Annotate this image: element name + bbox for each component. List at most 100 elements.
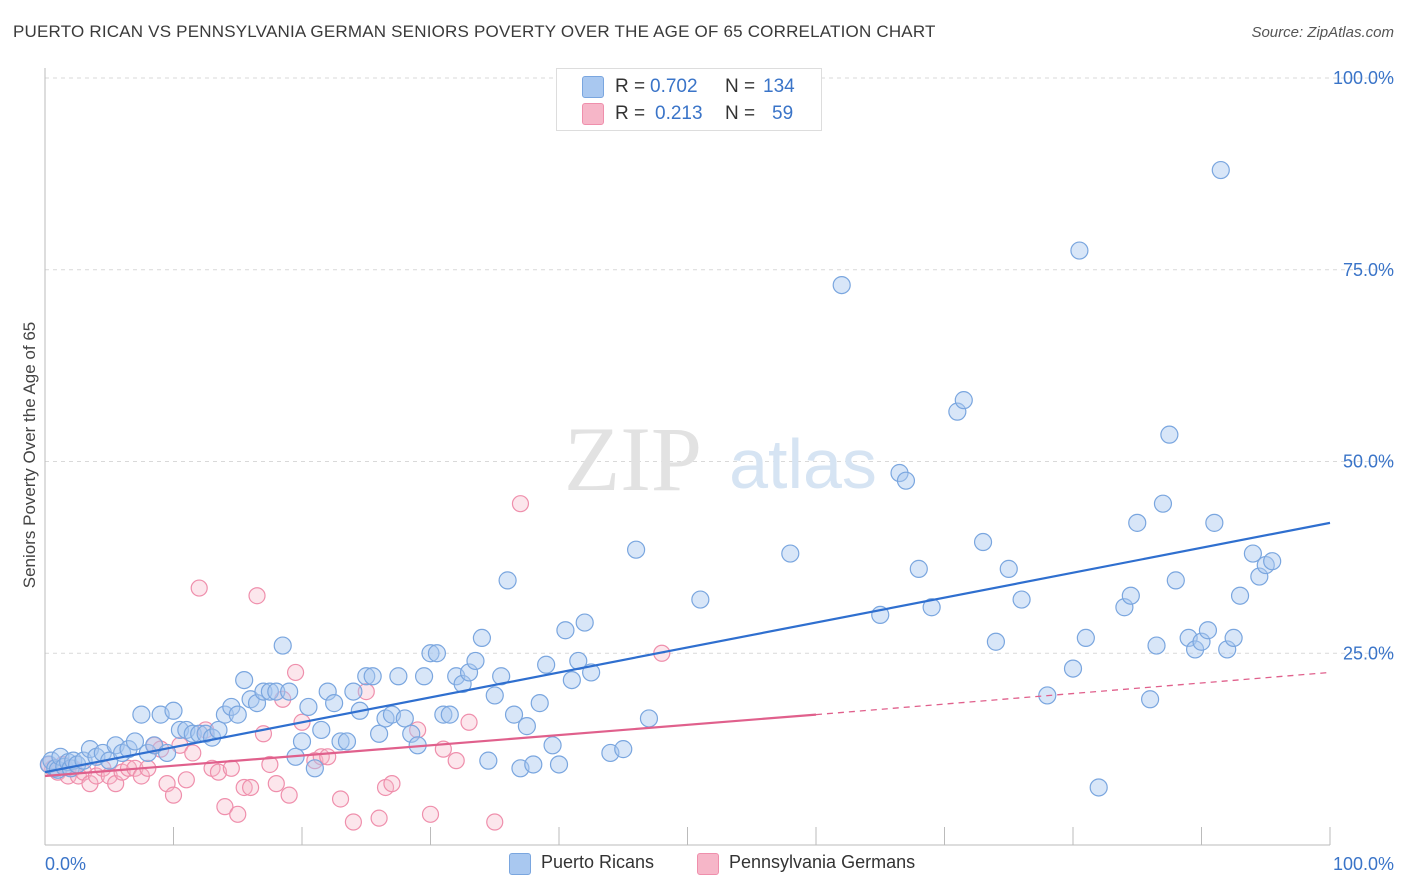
grid-lines [45,77,1395,654]
pa-germans-point [447,752,465,770]
pa-germans-point [242,778,260,797]
puerto-ricans-point [909,559,928,578]
legend-r-label: R = [615,76,646,97]
puerto-ricans-point [325,694,344,713]
puerto-ricans-point [614,740,633,759]
puerto-ricans-point [228,705,247,724]
bottom-legend-swatch-blue [509,853,531,875]
bottom-legend-label: Puerto Ricans [541,852,655,872]
bottom-legend-label: Pennsylvania Germans [729,852,916,872]
puerto-ricans-point [537,655,556,674]
puerto-ricans-point [267,682,286,701]
puerto-ricans-point [562,670,581,690]
pa-germans-point [229,805,247,823]
bottom-legend-swatch-pink [697,853,719,875]
puerto-ricans-point [1153,494,1173,513]
puerto-ricans-point [1166,571,1185,590]
puerto-ricans-point [1192,632,1211,651]
puerto-ricans-point [954,391,973,410]
puerto-ricans-point [312,720,331,740]
puerto-ricans-point [472,628,491,648]
puerto-ricans-point [922,598,941,617]
pa-germans-point [235,778,253,797]
puerto-ricans-point [466,651,485,671]
pa-germans-point [486,813,504,831]
puerto-ricans-point [1076,628,1095,648]
puerto-ricans-point [344,682,363,701]
y-tick-label: 75.0% [1343,260,1394,280]
puerto-ricans-point [414,667,434,686]
legend-swatch-pink [582,103,604,125]
pa-germans-point [261,755,279,774]
puerto-ricans-point [1160,425,1179,444]
legend-n-value: 59 [772,103,794,124]
legend-n-label: N = [725,76,756,97]
puerto-ricans-point [1115,598,1134,617]
puerto-ricans-point [781,544,800,563]
axes [44,68,1331,846]
puerto-ricans-point [1198,621,1218,640]
puerto-ricans-point [440,705,459,724]
puerto-ricans-point [479,751,498,770]
puerto-ricans-point [273,636,292,655]
puerto-ricans-point [1012,590,1031,609]
puerto-ricans-point [331,732,350,751]
y-tick-label: 25.0% [1343,643,1394,663]
puerto-ricans-point [1140,690,1160,709]
pa-germans-point [222,759,240,777]
y-tick-label: 100.0% [1333,68,1394,88]
puerto-ricans-point [832,275,851,295]
puerto-ricans-point [132,705,151,724]
pa-germans-point [184,744,202,762]
pa-germans-trend-extension [815,671,1331,716]
x-tick-label: 100.0% [1333,854,1394,874]
puerto-ricans-point [357,667,376,686]
puerto-ricans-point [299,697,318,717]
puerto-ricans-point [389,667,408,686]
puerto-ricans-point [626,540,646,559]
puerto-ricans-points [39,160,1282,797]
zipatlas-watermark: ZIP atlas [564,408,877,510]
puerto-ricans-point [292,732,312,751]
puerto-ricans-point [209,720,228,740]
puerto-ricans-point [235,670,254,690]
puerto-ricans-point [402,724,421,743]
source-label: Source: ZipAtlas.com [1251,24,1394,41]
puerto-ricans-point [948,402,967,421]
puerto-ricans-point [485,686,504,705]
pa-germans-point [190,579,208,597]
pa-germans-point [267,775,285,793]
pa-germans-point [248,587,266,605]
puerto-ricans-trend-line [44,521,1331,774]
legend-r-value: 0.702 [650,76,698,97]
pa-germans-point [383,775,401,793]
puerto-ricans-point [395,709,414,728]
puerto-ricans-point [986,632,1006,651]
watermark-atlas: atlas [729,425,877,503]
puerto-ricans-point [1230,586,1250,605]
puerto-ricans-point [125,732,145,751]
pa-germans-point [331,790,350,808]
puerto-ricans-point [575,613,594,632]
puerto-ricans-point [498,571,517,590]
legend-n-label: N = [725,103,756,124]
trend-lines [44,521,1331,778]
puerto-ricans-point [517,717,536,736]
puerto-ricans-point [1224,628,1243,648]
puerto-ricans-point [427,644,447,663]
pa-germans-point [370,809,388,827]
puerto-ricans-point [1063,659,1083,678]
legend-swatch-blue [582,76,604,98]
pa-germans-point [421,805,440,823]
puerto-ricans-point [556,621,575,640]
puerto-ricans-point [524,755,543,774]
puerto-ricans-point [363,667,382,686]
pa-germans-point [280,786,298,804]
puerto-ricans-point [691,590,710,609]
pa-germans-point [209,763,228,781]
pa-germans-point [216,798,234,816]
puerto-ricans-point [1250,567,1269,586]
pa-germans-point [286,663,305,682]
puerto-ricans-point [973,532,993,552]
